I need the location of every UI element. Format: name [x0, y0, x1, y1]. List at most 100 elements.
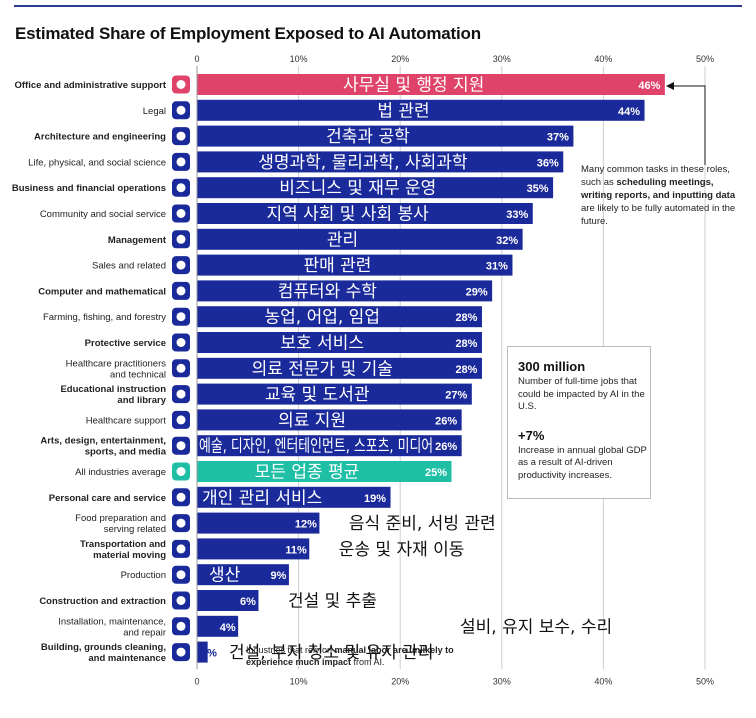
- korean-overlay-label: 농업, 어업, 임업: [265, 308, 380, 328]
- bar: [197, 332, 482, 353]
- bar: [197, 435, 462, 457]
- gear-icon-glyph: [176, 286, 186, 296]
- x-tick-label-bottom: 30%: [493, 676, 511, 686]
- data-label: 26%: [435, 415, 457, 427]
- chart-title: Estimated Share of Employment Exposed to…: [15, 24, 481, 43]
- category-label: Life, physical, and social science: [28, 157, 166, 168]
- data-label: 1%: [201, 648, 217, 660]
- data-label: 31%: [486, 261, 508, 273]
- data-label: 11%: [285, 544, 307, 556]
- korean-overlay-label: 지역 사회 및 사회 봉사: [266, 205, 429, 225]
- cart-icon-glyph: [176, 492, 186, 502]
- category-label: Transportation and: [80, 539, 166, 550]
- data-label: 28%: [455, 312, 477, 324]
- gavel-icon-glyph: [176, 105, 186, 115]
- korean-overlay-label: 보호 서비스: [280, 334, 364, 354]
- data-label: 28%: [455, 338, 477, 350]
- bar: [197, 151, 564, 173]
- bar: [197, 125, 574, 147]
- data-label: 19%: [364, 493, 386, 505]
- category-label: material moving: [93, 550, 166, 561]
- wrench-icon-glyph: [176, 621, 186, 631]
- korean-overlay-label: 예술, 디자인, 엔터테인먼트, 스포츠, 미디어: [199, 437, 433, 457]
- x-tick-label-top: 20%: [391, 54, 409, 64]
- bar: [197, 228, 523, 250]
- category-label: Protective service: [85, 338, 166, 349]
- stat-gdp-desc: Increase in annual global GDP as a resul…: [518, 444, 647, 481]
- korean-overlay-label: 모든 업종 평균: [255, 463, 360, 483]
- lock-icon-glyph: [176, 338, 186, 347]
- stethoscope-icon-glyph: [176, 363, 186, 373]
- category-label: and technical: [110, 369, 166, 380]
- tree-icon-glyph: [176, 312, 186, 322]
- korean-overlay-label: 비즈니스 및 재무 운영: [279, 179, 436, 199]
- data-label: 44%: [618, 106, 640, 118]
- data-label: 46%: [638, 80, 660, 92]
- x-tick-label-bottom: 0: [194, 676, 199, 686]
- x-tick-label-bottom: 50%: [696, 676, 714, 686]
- x-tick-label-top: 30%: [493, 54, 511, 64]
- data-label: 6%: [240, 596, 256, 608]
- korean-overlay-label: 사무실 및 행정 지원: [343, 76, 484, 96]
- bar: [197, 641, 208, 663]
- bar: [197, 254, 513, 276]
- korean-overlay-label: 생명과학, 물리과학, 사회과학: [258, 153, 468, 173]
- bar: [197, 74, 665, 95]
- excavator-icon-glyph: [176, 596, 186, 605]
- bar: [197, 615, 239, 637]
- x-tick-label-top: 50%: [696, 54, 714, 64]
- printer-icon-glyph: [176, 80, 186, 89]
- category-label: Personal care and service: [49, 493, 166, 504]
- category-label: Educational instruction: [60, 384, 166, 395]
- bar: [197, 512, 320, 534]
- category-label: Community and social service: [40, 209, 166, 220]
- truck-icon-glyph: [176, 544, 186, 554]
- category-label: Food preparation and: [75, 513, 166, 524]
- data-label: 37%: [547, 132, 569, 144]
- x-tick-label-bottom: 40%: [594, 676, 612, 686]
- category-label: and library: [117, 395, 166, 406]
- handshake-icon-glyph: [176, 183, 186, 193]
- data-label: 29%: [466, 286, 488, 298]
- category-label: All industries average: [75, 467, 166, 478]
- people-icon-glyph: [176, 157, 186, 167]
- category-label: Legal: [143, 106, 166, 117]
- data-label: 28%: [455, 364, 477, 376]
- category-label: Production: [121, 570, 166, 581]
- annotation-bottom: Industries that rely on manual labor are…: [246, 645, 454, 667]
- korean-overlay-label: 운송 및 자재 이동: [339, 540, 465, 560]
- production-icon-glyph: [176, 570, 186, 580]
- bar: [197, 409, 462, 431]
- graduation-cap-icon-glyph: [176, 389, 186, 399]
- person-icon-glyph: [176, 209, 186, 218]
- category-label: Office and administrative support: [15, 80, 167, 91]
- category-label: Arts, design, entertainment,: [40, 436, 166, 447]
- bar: [197, 486, 391, 508]
- x-tick-label-top: 40%: [594, 54, 612, 64]
- data-label: 9%: [271, 570, 287, 582]
- category-label: Healthcare support: [86, 415, 167, 426]
- category-label: serving related: [104, 524, 166, 535]
- category-label: and maintenance: [88, 653, 166, 664]
- korean-overlay-label: 교육 및 도서관: [265, 385, 370, 405]
- stat-300-million-desc: Number of full-time jobs that could be i…: [518, 376, 645, 412]
- bar: [197, 461, 452, 482]
- x-tick-label-top: 10%: [290, 54, 308, 64]
- bar: [197, 383, 472, 405]
- category-label: Computer and mathematical: [38, 286, 166, 297]
- annotation-top: Many common tasks in these roles, such a…: [581, 164, 736, 227]
- category-label: Management: [108, 235, 167, 246]
- category-label: sports, and media: [85, 447, 167, 458]
- stats-box: 300 million Number of full-time jobs tha…: [507, 346, 651, 499]
- stat-gdp: +7%: [518, 427, 545, 443]
- data-label: 26%: [435, 441, 457, 453]
- korean-overlay-label: 관리: [327, 230, 358, 250]
- data-label: 33%: [506, 209, 528, 221]
- korean-overlay-label: 법 관련: [377, 101, 429, 121]
- heart-icon-glyph: [176, 415, 186, 425]
- korean-overlay-label: 음식 준비, 서빙 관련: [349, 514, 496, 534]
- korean-overlay-label: 건설 및 추출: [288, 592, 377, 612]
- growth-chart-icon-glyph: [176, 260, 186, 270]
- korean-overlay-label: 건축과 공학: [326, 127, 410, 147]
